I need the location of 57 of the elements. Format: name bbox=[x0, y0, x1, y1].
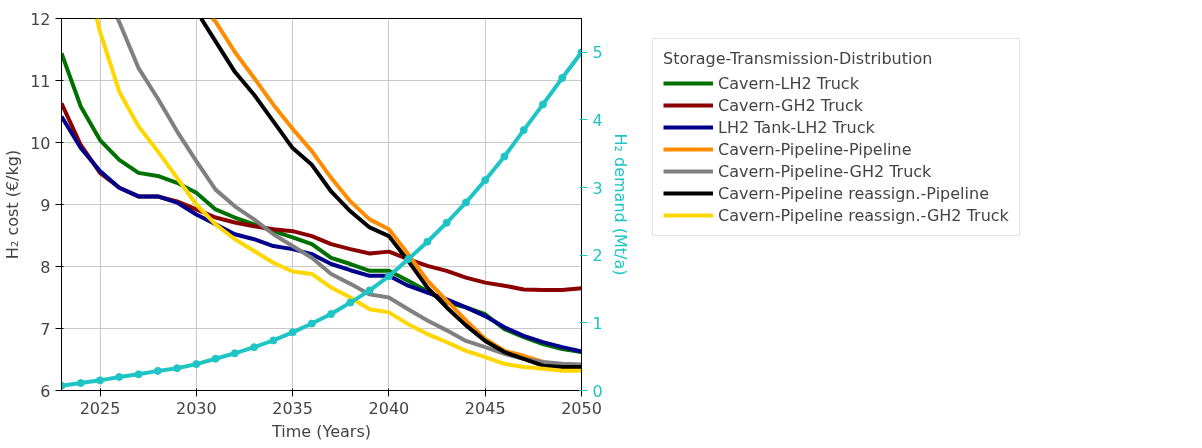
point bbox=[211, 354, 220, 363]
x-tick-label: 2035 bbox=[272, 398, 313, 418]
y2-tick-label: 3 bbox=[592, 178, 603, 198]
y2-tick-label: 5 bbox=[592, 43, 603, 63]
y-tick-label: 6 bbox=[40, 381, 51, 401]
point bbox=[76, 379, 85, 388]
legend-label: Cavern-Pipeline-GH2 Truck bbox=[718, 161, 932, 181]
point bbox=[230, 349, 239, 358]
y-tick-label: 7 bbox=[40, 319, 51, 339]
legend-label: Cavern-GH2 Truck bbox=[718, 95, 863, 115]
point bbox=[500, 152, 509, 161]
y-tick-label: 12 bbox=[30, 9, 51, 29]
y-axis-title: H₂ cost (€/kg) bbox=[3, 149, 23, 260]
point bbox=[461, 198, 470, 207]
point bbox=[288, 328, 297, 337]
x-tick-label: 2030 bbox=[175, 398, 217, 418]
legend-label: Cavern-Pipeline-Pipeline bbox=[718, 139, 912, 159]
y-tick-label: 10 bbox=[30, 133, 51, 153]
x-tick-label: 2050 bbox=[561, 398, 602, 418]
point bbox=[307, 319, 316, 328]
point bbox=[404, 255, 413, 264]
point bbox=[115, 372, 124, 381]
legend-title: Storage-Transmission-Distribution bbox=[663, 49, 934, 68]
point bbox=[346, 298, 355, 307]
legend-label: Cavern-Pipeline reassign.-GH2 Truck bbox=[718, 205, 1009, 225]
y2-tick-label: 1 bbox=[592, 313, 603, 333]
point bbox=[250, 343, 259, 352]
point bbox=[269, 336, 278, 345]
y2-axis-title: H₂ demand (Mt/a) bbox=[610, 133, 630, 276]
y2-tick-label: 2 bbox=[592, 246, 603, 266]
point bbox=[481, 176, 490, 185]
legend-label: Cavern-LH2 Truck bbox=[718, 73, 859, 93]
y-tick-label: 9 bbox=[40, 195, 51, 215]
point bbox=[384, 272, 393, 281]
y-tick-label: 8 bbox=[40, 257, 51, 277]
point bbox=[442, 218, 451, 227]
point bbox=[519, 126, 528, 135]
x-tick-label: 2025 bbox=[79, 398, 121, 418]
x-tick-label: 2045 bbox=[464, 398, 506, 418]
point bbox=[365, 286, 374, 295]
point bbox=[423, 237, 432, 246]
point bbox=[538, 100, 547, 109]
legend-label: Cavern-Pipeline reassign.-Pipeline bbox=[718, 183, 989, 203]
line-series bbox=[61, 114, 582, 354]
point bbox=[327, 310, 336, 319]
point bbox=[96, 376, 105, 385]
x-axis-title: Time (Years) bbox=[271, 421, 371, 441]
point bbox=[192, 360, 201, 369]
y-tick-label: 11 bbox=[30, 71, 51, 91]
y2-tick-label: 4 bbox=[592, 110, 603, 130]
point bbox=[153, 366, 162, 375]
point bbox=[558, 74, 567, 83]
point bbox=[173, 364, 182, 373]
point bbox=[134, 370, 143, 379]
x-tick-label: 2040 bbox=[368, 398, 410, 418]
y2-tick-label: 0 bbox=[592, 381, 603, 401]
legend-label: LH2 Tank-LH2 Truck bbox=[718, 117, 875, 137]
